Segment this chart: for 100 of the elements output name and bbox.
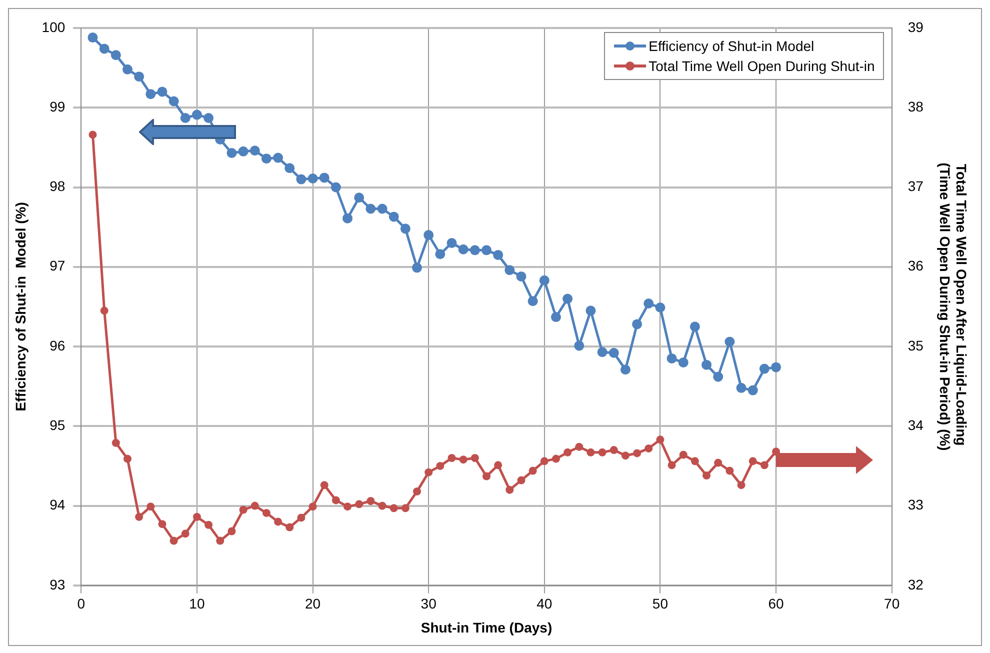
point bbox=[633, 449, 642, 458]
point bbox=[146, 502, 155, 511]
point bbox=[678, 357, 688, 368]
point bbox=[123, 454, 132, 463]
point bbox=[88, 32, 98, 43]
point bbox=[226, 148, 237, 158]
point bbox=[100, 306, 108, 315]
point bbox=[528, 466, 537, 475]
point bbox=[377, 204, 388, 214]
point bbox=[388, 212, 399, 222]
point bbox=[412, 262, 422, 273]
point bbox=[726, 466, 734, 475]
y-tick-label: 93 bbox=[50, 576, 66, 592]
point bbox=[493, 250, 504, 260]
point bbox=[458, 244, 468, 254]
point bbox=[342, 213, 353, 224]
point bbox=[308, 174, 318, 184]
point bbox=[273, 152, 284, 163]
point bbox=[296, 174, 306, 184]
point bbox=[528, 296, 538, 306]
point bbox=[204, 112, 214, 123]
y2-tick-label: 39 bbox=[908, 18, 924, 35]
point bbox=[122, 64, 132, 74]
point bbox=[157, 86, 168, 97]
x-tick-label: 10 bbox=[189, 596, 205, 612]
point bbox=[135, 512, 144, 521]
y2-tick-label: 33 bbox=[908, 496, 924, 513]
point bbox=[506, 486, 514, 494]
point bbox=[714, 458, 722, 467]
point bbox=[354, 192, 364, 203]
point bbox=[446, 238, 457, 248]
point bbox=[702, 360, 712, 370]
point bbox=[690, 457, 699, 466]
y2-tick-label: 35 bbox=[908, 337, 924, 354]
point bbox=[621, 452, 630, 460]
legend-label: Total Time Well Open During Shut-in bbox=[648, 57, 875, 76]
legend-label: Efficiency of Shut-in Model bbox=[648, 37, 814, 56]
point bbox=[261, 154, 272, 164]
point bbox=[181, 530, 190, 538]
y-tick-label: 95 bbox=[50, 417, 66, 433]
point bbox=[481, 245, 492, 256]
point bbox=[378, 502, 386, 510]
point bbox=[320, 481, 328, 490]
point bbox=[608, 348, 619, 358]
point bbox=[134, 72, 144, 82]
x-tick-label: 20 bbox=[304, 596, 321, 612]
point bbox=[424, 230, 434, 240]
point bbox=[88, 130, 97, 139]
point bbox=[459, 456, 468, 464]
point bbox=[713, 372, 724, 382]
point bbox=[158, 520, 166, 528]
y-tick-label: 99 bbox=[50, 98, 66, 114]
point bbox=[586, 306, 596, 316]
point bbox=[679, 450, 688, 459]
x-tick-label: 70 bbox=[884, 596, 900, 612]
point bbox=[112, 438, 120, 447]
y2-tick-label: 37 bbox=[908, 178, 924, 194]
point bbox=[250, 146, 260, 156]
point bbox=[401, 504, 410, 512]
point bbox=[550, 312, 561, 322]
point bbox=[216, 536, 224, 545]
point bbox=[564, 448, 572, 456]
point bbox=[424, 468, 433, 476]
point bbox=[262, 508, 270, 517]
y-axis-title: Efficiency of Shut-in Model (%) bbox=[12, 202, 28, 412]
point bbox=[644, 298, 654, 309]
point bbox=[448, 454, 456, 462]
y2-tick-label: 34 bbox=[908, 417, 924, 433]
point bbox=[690, 322, 700, 332]
point bbox=[736, 382, 746, 393]
point bbox=[170, 536, 178, 545]
point bbox=[390, 504, 398, 512]
y-tick-label: 97 bbox=[50, 258, 66, 274]
point bbox=[332, 496, 340, 504]
point bbox=[284, 163, 295, 174]
point bbox=[737, 481, 746, 490]
point bbox=[516, 271, 526, 282]
point bbox=[204, 520, 213, 529]
point bbox=[517, 476, 526, 484]
point bbox=[274, 518, 282, 526]
y2-tick-label: 38 bbox=[908, 98, 924, 114]
y2-tick-label: 36 bbox=[908, 258, 924, 274]
point bbox=[436, 462, 444, 470]
point bbox=[470, 454, 479, 462]
point bbox=[366, 204, 376, 214]
point bbox=[702, 472, 711, 480]
point bbox=[562, 294, 573, 304]
point bbox=[228, 527, 236, 536]
point bbox=[250, 502, 259, 510]
point bbox=[610, 446, 618, 454]
point bbox=[748, 457, 757, 466]
point bbox=[598, 448, 606, 456]
point bbox=[344, 502, 352, 511]
point bbox=[192, 512, 201, 521]
point bbox=[494, 461, 502, 470]
point bbox=[666, 353, 677, 364]
point bbox=[552, 454, 560, 463]
point bbox=[655, 302, 666, 312]
point bbox=[238, 146, 248, 156]
y-tick-label: 94 bbox=[50, 496, 66, 513]
